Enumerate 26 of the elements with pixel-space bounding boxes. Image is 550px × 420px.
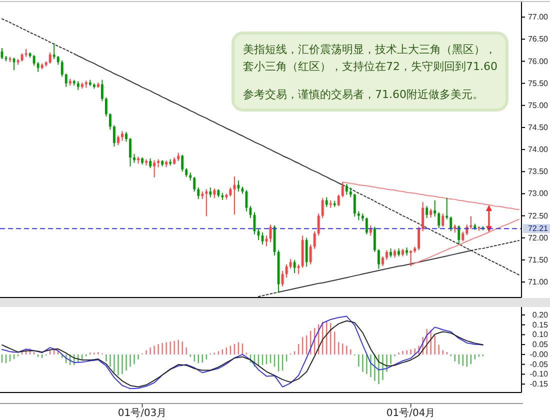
y-tick-label: -0.00 bbox=[530, 350, 549, 359]
y-tick-label: 74.00 bbox=[528, 145, 549, 154]
annotation: 参考交易，谨慎的交易者，71.60附近做多美元。 bbox=[243, 88, 484, 101]
y-tick-label: 72.50 bbox=[528, 211, 549, 220]
y-tick-label: 77.00 bbox=[528, 12, 549, 22]
y-tick-label: 71.00 bbox=[528, 277, 549, 286]
y-tick-label: 75.50 bbox=[528, 78, 549, 88]
y-tick-label: 74.50 bbox=[528, 122, 549, 132]
y-tick-label: 0.05 bbox=[532, 340, 549, 350]
y-tick-label: 0.15 bbox=[532, 320, 549, 330]
y-tick-label: 73.00 bbox=[528, 189, 549, 198]
y-tick-label: 76.50 bbox=[528, 34, 549, 44]
y-tick-label: 73.50 bbox=[528, 167, 549, 176]
y-tick-label: 71.50 bbox=[528, 255, 549, 264]
y-tick-label: 0.20 bbox=[532, 310, 549, 320]
y-tick-label: 75.00 bbox=[528, 100, 549, 110]
y-tick-label: -0.10 bbox=[530, 370, 549, 379]
y-tick-label: 72.00 bbox=[528, 233, 549, 242]
annotation: 美指短线，汇价震荡明显，技术上大三角（黑区），套小三角（红区），支持位在72，失守则回到71.60 bbox=[243, 43, 498, 73]
y-tick-label: -0.05 bbox=[530, 360, 549, 369]
y-tick-label: 0.10 bbox=[532, 330, 549, 340]
y-tick-label: -0.15 bbox=[530, 380, 549, 389]
y-tick-label: 76.00 bbox=[528, 56, 549, 66]
x-tick-label: 01号/03月 bbox=[118, 408, 167, 419]
ref-line-label: 72.21 bbox=[528, 224, 549, 234]
x-tick-label: 01号/04月 bbox=[386, 408, 436, 419]
